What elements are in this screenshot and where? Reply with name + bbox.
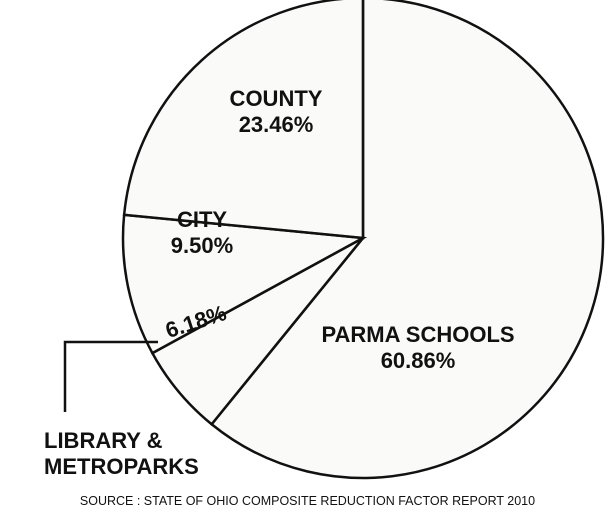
slice-name: LIBRARY & METROPARKS xyxy=(44,428,199,479)
slice-value: 23.46% xyxy=(238,112,314,137)
slice-value: 9.50% xyxy=(170,233,234,258)
slice-name: CITY xyxy=(176,207,228,232)
source-note: SOURCE : STATE OF OHIO COMPOSITE REDUCTI… xyxy=(79,494,536,508)
pie-slice xyxy=(121,213,368,355)
pie-slice xyxy=(209,0,605,480)
leader-line xyxy=(63,340,158,412)
pie-slice xyxy=(122,0,365,240)
slice-name: COUNTY xyxy=(229,86,323,111)
slice-value: 60.86% xyxy=(380,348,456,373)
slice-name: PARMA SCHOOLS xyxy=(321,322,515,347)
